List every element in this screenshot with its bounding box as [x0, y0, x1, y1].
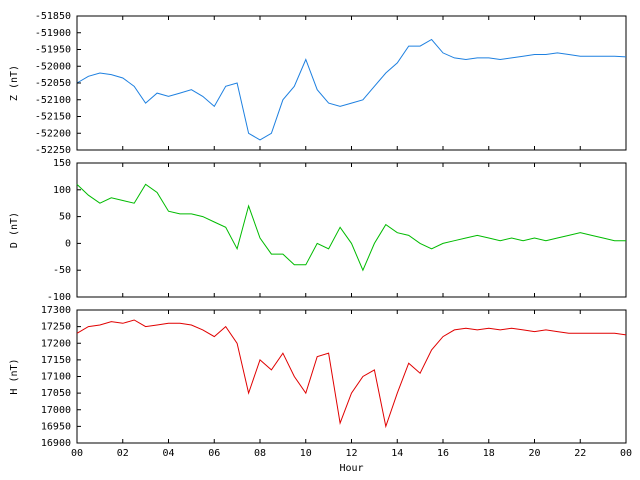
- y-tick-label: -52150: [35, 112, 71, 123]
- y-axis-label: H (nT): [9, 358, 20, 394]
- y-tick-label: -52250: [35, 145, 71, 156]
- x-tick-label: 08: [254, 448, 266, 459]
- x-axis-label: Hour: [339, 463, 363, 474]
- x-tick-label: 20: [528, 448, 540, 459]
- y-tick-label: 17150: [41, 355, 71, 366]
- y-tick-label: 100: [53, 185, 71, 196]
- y-axis-label: D (nT): [9, 212, 20, 248]
- y-tick-label: 17250: [41, 322, 71, 333]
- y-tick-label: 16900: [41, 438, 71, 449]
- y-tick-label: 17100: [41, 372, 71, 383]
- x-tick-label: 02: [117, 448, 129, 459]
- y-tick-label: 17200: [41, 338, 71, 349]
- y-tick-label: -52200: [35, 128, 71, 139]
- y-tick-label: -52000: [35, 61, 71, 72]
- y-tick-label: -52050: [35, 78, 71, 89]
- x-tick-label: 18: [483, 448, 495, 459]
- data-line: [76, 183, 626, 272]
- x-tick-label: 00: [620, 448, 632, 459]
- data-line: [76, 319, 627, 429]
- y-tick-label: 0: [65, 238, 71, 249]
- y-tick-label: -50: [53, 265, 71, 276]
- x-tick-label: 00: [71, 448, 83, 459]
- y-tick-label: 17000: [41, 405, 71, 416]
- y-tick-label: 17050: [41, 388, 71, 399]
- y-tick-label: -51950: [35, 45, 71, 56]
- x-tick-label: 14: [391, 448, 403, 459]
- panel-frame: [76, 162, 627, 298]
- y-tick-label: 150: [53, 158, 71, 169]
- y-tick-label: 17300: [41, 305, 71, 316]
- x-tick-label: 10: [300, 448, 312, 459]
- y-tick-label: -51850: [35, 11, 71, 22]
- x-tick-label: 04: [162, 448, 174, 459]
- y-tick-label: 50: [59, 212, 71, 223]
- y-axis-label: Z (nT): [9, 65, 20, 101]
- y-tick-label: 16950: [41, 421, 71, 432]
- data-line: [76, 38, 627, 141]
- x-tick-label: 06: [208, 448, 220, 459]
- panel-frame: [76, 15, 627, 151]
- panel-frame: [76, 309, 627, 444]
- x-tick-label: 22: [574, 448, 586, 459]
- y-tick-label: -52100: [35, 95, 71, 106]
- x-tick-label: 12: [345, 448, 357, 459]
- y-tick-label: -100: [47, 292, 71, 303]
- x-tick-label: 16: [437, 448, 449, 459]
- y-tick-label: -51900: [35, 28, 71, 39]
